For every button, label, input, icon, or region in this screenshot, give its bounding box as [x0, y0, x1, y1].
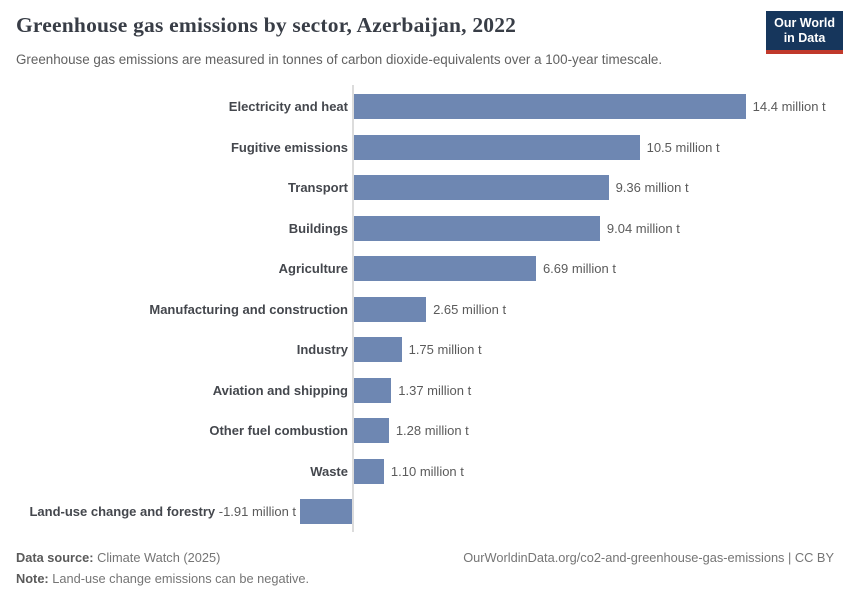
value-label: -1.91 million t [215, 504, 297, 519]
value-label: 1.37 million t [398, 382, 472, 398]
bar-row: Other fuel combustion 1.28 million t [0, 418, 850, 443]
bar-negative[interactable] [300, 499, 352, 524]
value-label: 14.4 million t [752, 99, 826, 114]
category-label: Transport [288, 180, 348, 195]
category-label: Manufacturing and construction [149, 301, 348, 317]
bar-row: Industry 1.75 million t [0, 337, 850, 362]
category-label-text: Land-use change and forestry [29, 504, 216, 519]
bar[interactable] [354, 418, 389, 443]
category-label: Fugitive emissions [230, 139, 348, 155]
value-label: 9.04 million t [606, 220, 680, 236]
category-label: Other fuel combustion [209, 423, 348, 438]
owid-logo-line2: in Data [783, 31, 826, 45]
category-label: Buildings [288, 220, 348, 236]
bar-row: Agriculture 6.69 million t [0, 256, 850, 281]
value-label: 1.75 million t [408, 342, 482, 357]
data-source-label: Data source: [16, 550, 94, 565]
bar[interactable] [354, 215, 600, 241]
bar[interactable] [354, 296, 427, 322]
value-label: 10.5 million t [646, 139, 720, 155]
bar-row: Buildings 9.04 million t [0, 215, 850, 241]
value-label: 1.28 million t [395, 423, 469, 438]
chart-title: Greenhouse gas emissions by sector, Azer… [16, 13, 517, 37]
bar[interactable] [354, 337, 402, 362]
category-label: Land-use change and forestry -1.91 milli… [0, 499, 296, 524]
data-source-line: Data source: Climate Watch (2025) [16, 547, 309, 568]
bar-row: Manufacturing and construction 2.65 milli… [0, 296, 850, 322]
bar-row: Waste 1.10 million t [0, 458, 850, 484]
data-source-value: Climate Watch (2025) [93, 550, 221, 565]
y-axis-line [352, 85, 354, 532]
bar-row: Aviation and shipping 1.37 million t [0, 377, 850, 403]
bar[interactable] [354, 458, 384, 484]
owid-logo-line1: Our World [774, 16, 835, 30]
category-label: Waste [310, 463, 348, 479]
footer-left: Data source: Climate Watch (2025) Note: … [16, 547, 309, 589]
value-label: 6.69 million t [542, 261, 616, 276]
bar[interactable] [354, 134, 640, 160]
footer-license-link: OurWorldinData.org/co2-and-greenhouse-ga… [463, 550, 834, 565]
category-label: Industry [296, 342, 348, 357]
bar-row: Fugitive emissions 10.5 million t [0, 134, 850, 160]
note-value: Land-use change emissions can be negativ… [48, 571, 310, 586]
bar[interactable] [354, 377, 392, 403]
category-label: Agriculture [278, 261, 348, 276]
bar[interactable] [354, 256, 536, 281]
bar[interactable] [354, 94, 746, 119]
value-label: 1.10 million t [390, 463, 464, 479]
bar-row: Electricity and heat 14.4 million t [0, 94, 850, 119]
value-label: 2.65 million t [433, 301, 507, 317]
bar-row: Land-use change and forestry -1.91 milli… [0, 499, 850, 524]
chart-subtitle: Greenhouse gas emissions are measured in… [16, 52, 663, 67]
bar[interactable] [354, 175, 609, 200]
note-label: Note: [16, 571, 49, 586]
category-label: Aviation and shipping [212, 382, 348, 398]
bar-row: Transport 9.36 million t [0, 175, 850, 200]
owid-logo[interactable]: Our World in Data [766, 11, 843, 54]
value-label: 9.36 million t [615, 180, 689, 195]
note-line: Note: Land-use change emissions can be n… [16, 568, 309, 589]
category-label: Electricity and heat [228, 99, 348, 114]
